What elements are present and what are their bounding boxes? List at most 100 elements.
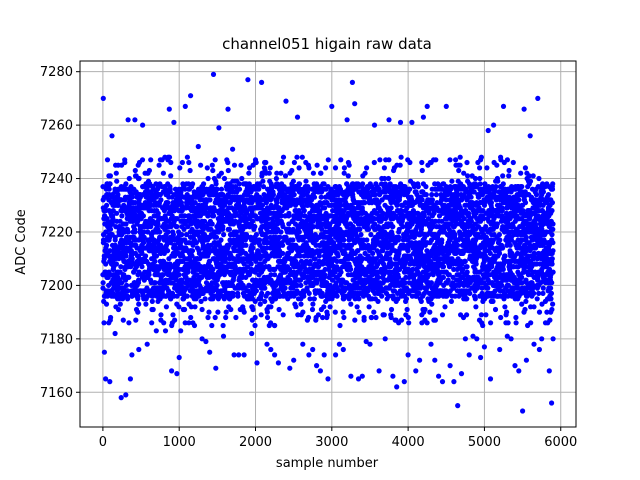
data-point bbox=[406, 320, 412, 326]
data-point bbox=[107, 226, 114, 232]
data-point bbox=[186, 320, 192, 326]
data-point bbox=[381, 165, 387, 171]
data-point bbox=[204, 205, 210, 211]
data-point bbox=[397, 162, 403, 168]
data-point bbox=[221, 232, 227, 238]
data-point bbox=[364, 237, 370, 243]
data-point bbox=[379, 293, 385, 299]
data-point bbox=[234, 229, 240, 235]
data-point bbox=[291, 192, 297, 198]
data-point bbox=[107, 181, 113, 187]
data-point bbox=[141, 240, 147, 246]
data-point bbox=[107, 248, 113, 254]
data-point bbox=[270, 192, 276, 198]
data-point bbox=[118, 264, 124, 270]
data-point bbox=[375, 298, 381, 304]
data-point bbox=[103, 301, 110, 307]
data-point bbox=[226, 226, 233, 232]
data-point bbox=[235, 293, 241, 299]
data-point bbox=[338, 269, 344, 275]
data-point bbox=[264, 314, 271, 321]
data-point bbox=[348, 301, 354, 307]
data-point bbox=[405, 314, 411, 321]
data-point bbox=[223, 309, 229, 315]
data-point bbox=[205, 314, 211, 321]
data-point bbox=[241, 261, 247, 267]
data-point bbox=[272, 322, 278, 329]
data-point bbox=[429, 197, 435, 203]
data-point bbox=[340, 309, 346, 315]
data-point bbox=[212, 157, 218, 163]
data-point bbox=[177, 165, 183, 171]
data-point bbox=[179, 232, 185, 238]
data-point bbox=[114, 178, 120, 184]
data-point bbox=[123, 181, 129, 187]
data-point bbox=[477, 165, 483, 171]
data-point bbox=[119, 213, 125, 219]
data-point bbox=[332, 165, 339, 171]
data-point bbox=[419, 197, 425, 203]
data-point bbox=[188, 314, 194, 321]
data-point bbox=[112, 234, 118, 240]
data-point bbox=[398, 317, 405, 323]
data-point bbox=[246, 170, 252, 176]
data-point bbox=[246, 282, 252, 288]
data-point bbox=[276, 306, 282, 313]
data-point bbox=[423, 184, 429, 190]
data-point bbox=[332, 309, 338, 315]
data-point bbox=[388, 306, 395, 313]
data-point bbox=[464, 269, 470, 275]
data-point bbox=[248, 261, 254, 267]
data-point bbox=[184, 154, 190, 160]
data-point bbox=[239, 175, 245, 182]
data-point bbox=[362, 170, 368, 176]
data-point bbox=[419, 167, 425, 174]
data-point bbox=[115, 192, 121, 198]
data-point bbox=[165, 248, 171, 254]
data-point bbox=[145, 229, 151, 235]
data-point bbox=[182, 306, 188, 313]
data-point bbox=[334, 293, 340, 299]
data-point bbox=[125, 296, 131, 302]
data-point bbox=[290, 237, 296, 243]
data-point bbox=[448, 298, 454, 304]
data-point bbox=[373, 314, 379, 321]
data-point bbox=[214, 186, 220, 192]
data-point bbox=[136, 301, 142, 307]
data-point bbox=[189, 248, 196, 254]
data-point bbox=[432, 317, 438, 323]
data-point bbox=[403, 296, 409, 302]
data-point bbox=[415, 184, 421, 190]
data-point bbox=[478, 312, 484, 318]
data-point bbox=[299, 154, 305, 160]
data-point bbox=[462, 258, 468, 264]
data-point bbox=[303, 178, 309, 184]
data-point bbox=[207, 197, 213, 203]
data-point bbox=[357, 226, 363, 232]
data-point bbox=[206, 274, 212, 280]
data-point bbox=[218, 237, 224, 243]
data-point bbox=[268, 304, 274, 310]
data-point bbox=[327, 304, 333, 310]
data-point bbox=[419, 159, 425, 166]
data-point bbox=[135, 293, 141, 299]
data-point bbox=[439, 312, 446, 318]
data-point bbox=[280, 154, 287, 160]
data-point bbox=[478, 154, 484, 160]
data-point bbox=[146, 167, 152, 174]
data-point bbox=[291, 159, 297, 166]
data-point bbox=[236, 181, 242, 187]
data-point bbox=[139, 264, 145, 270]
data-point bbox=[183, 232, 190, 238]
data-point bbox=[388, 205, 394, 211]
data-point bbox=[241, 309, 247, 315]
data-point bbox=[257, 301, 263, 307]
data-point bbox=[125, 229, 131, 235]
data-point bbox=[101, 320, 107, 326]
data-point bbox=[464, 312, 470, 318]
data-point bbox=[457, 154, 463, 160]
data-point bbox=[338, 157, 344, 163]
data-point bbox=[104, 242, 110, 248]
data-point bbox=[120, 317, 126, 323]
data-point bbox=[114, 210, 120, 216]
